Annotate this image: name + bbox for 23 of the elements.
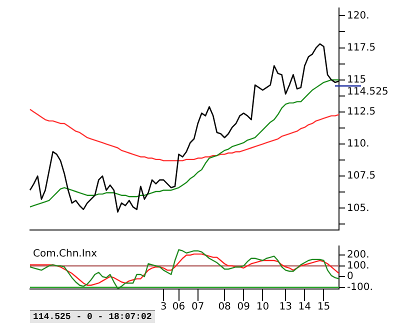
text: 114.525 - 0 - 18:07:02	[30, 310, 155, 323]
chart-title: Com.Chn.Inx	[33, 248, 98, 260]
x-tick-label: 06	[172, 302, 186, 313]
x-tick-label: 15	[317, 302, 330, 313]
y-tick-label: 120.	[347, 10, 370, 22]
y-tick-label: -100.	[347, 282, 373, 293]
y-tick-label: 110.	[347, 138, 370, 150]
x-tick-label: 14	[298, 302, 312, 313]
x-tick-label: 08	[218, 302, 231, 313]
x-tick-label: 13	[279, 302, 292, 313]
y-tick-label: 107.5	[347, 170, 376, 182]
y-tick-label: 117.5	[347, 42, 376, 54]
x-tick-label: 3	[160, 302, 167, 313]
y-tick-label: 0	[347, 271, 354, 282]
y-tick-label: 100.	[347, 260, 370, 272]
y-tick-label: 112.5	[347, 106, 376, 118]
ref-line-label: 114.525	[347, 86, 388, 98]
y-tick-label: 200.	[347, 250, 370, 261]
y-tick-label: 105.	[347, 202, 370, 214]
x-tick-label: 09	[237, 302, 250, 313]
y-tick-label: 115	[347, 74, 366, 86]
x-tick-label: 10	[256, 302, 270, 313]
x-tick-label: 07	[191, 302, 204, 313]
